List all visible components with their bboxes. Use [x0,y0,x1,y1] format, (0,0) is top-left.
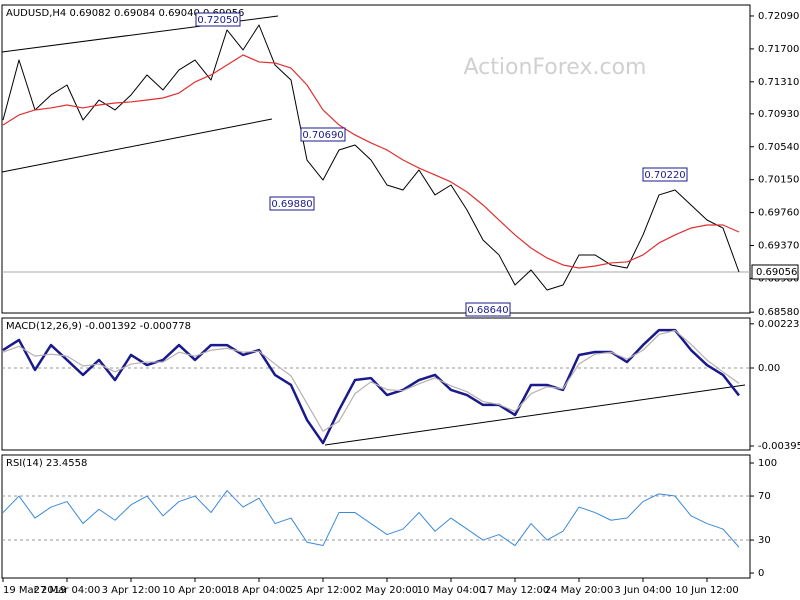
x-tick-label: 10 Apr 20:00 [162,585,227,596]
annotation: 0.68640 [467,305,508,316]
y-tick-label: 0.00 [758,363,780,374]
price-panel [1,4,751,314]
y-tick-label: 0.71700 [758,44,799,55]
macd-trendline [324,384,746,446]
annotation: 0.70220 [644,170,685,181]
price-tag [751,264,799,280]
annotation-box [300,127,346,142]
y-tick-label: 0.69370 [758,240,799,251]
y-tick-label: 0.69760 [758,208,799,219]
annotation: 0.69880 [271,199,312,210]
annotation-box [269,196,315,211]
y-tick-label: 0 [758,568,764,579]
watermark: ActionForex.com [464,55,647,80]
x-tick-label: 2 May 20:00 [356,585,418,596]
series-line [2,54,740,269]
x-tick-label: 10 Jun 12:00 [675,585,739,596]
y-tick-label: 0.70540 [758,142,799,153]
y-tick-label: 0.70930 [758,109,799,120]
x-tick-label: 27 Mar 04:00 [34,585,101,596]
y-tick-label: -0.00395 [758,441,800,452]
panel-title: MACD(12,26,9) -0.001392 -0.000778 [6,321,191,332]
y-tick-label: 0.71310 [758,77,799,88]
y-tick-label: 0.68580 [758,307,799,318]
y-tick-label: 70 [758,491,771,502]
x-tick-label: 25 Apr 12:00 [290,585,355,596]
x-tick-label: 19 Mar 2019 [3,585,66,596]
annotation-box [642,167,688,182]
annotation-box [465,302,511,317]
x-tick-label: 17 May 12:00 [481,585,550,596]
series-line [2,24,740,291]
x-tick-label: 3 Jun 04:00 [614,585,671,596]
panel-title: RSI(14) 23.4558 [6,458,87,469]
annotation: 0.70690 [302,130,343,141]
annotation-box [195,12,241,27]
x-tick-label: 18 Apr 04:00 [226,585,291,596]
y-tick-label: 0.72090 [758,11,799,22]
macd-panel [1,317,751,451]
x-tick-label: 10 May 04:00 [417,585,486,596]
series-line [2,490,740,548]
series-line [2,328,740,445]
price-tag-label: 0.69056 [756,267,797,278]
y-tick-label: 0.002237 [758,319,800,330]
rsi-panel [1,454,751,579]
annotation: 0.72050 [197,15,238,26]
channel-lower [1,118,273,173]
y-tick-label: 100 [758,458,777,469]
y-tick-label: 0.70150 [758,175,799,186]
x-tick-label: 24 May 20:00 [545,585,614,596]
y-tick-label: 30 [758,535,771,546]
panel-title: AUDUSD,H4 0.69082 0.69084 0.69040 0.6905… [6,8,244,19]
series-line [2,329,740,432]
x-tick-label: 3 Apr 12:00 [102,585,161,596]
